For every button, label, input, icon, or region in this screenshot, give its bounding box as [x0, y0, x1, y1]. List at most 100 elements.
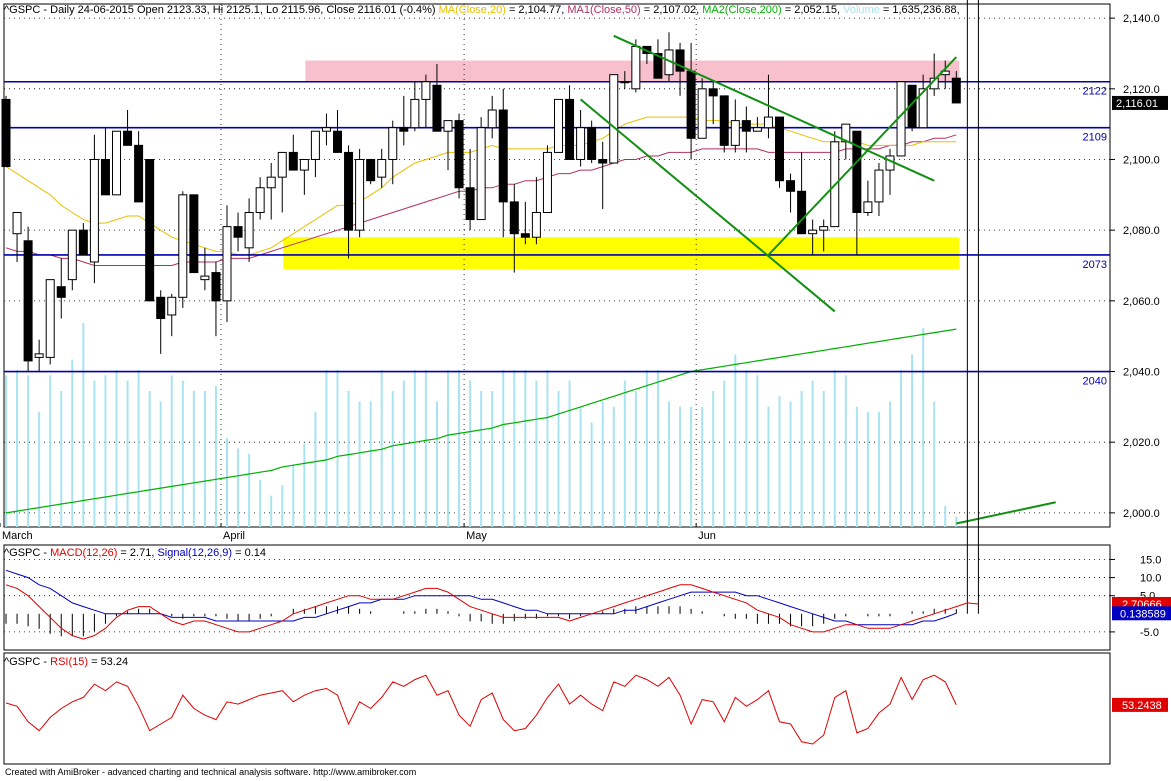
- candle-up: [112, 130, 121, 196]
- volume-bar: [435, 401, 438, 527]
- volume-bar: [668, 401, 670, 527]
- trendline: [956, 501, 1056, 525]
- macd-legend-value: = 2.71,: [117, 547, 157, 559]
- candle-down: [366, 158, 376, 182]
- price-tick-label: 2,060.0: [1123, 296, 1160, 308]
- macd-legend-label: MACD(12,26): [50, 547, 117, 559]
- volume-bar: [391, 391, 394, 527]
- volume-bar: [93, 380, 96, 527]
- candle-down: [675, 49, 685, 72]
- volume-bar: [192, 391, 195, 527]
- price-tick-label: 2,000.0: [1123, 508, 1160, 520]
- candle-up: [476, 127, 486, 221]
- price-tick-label: 2,100.0: [1123, 154, 1160, 166]
- candle-down: [951, 77, 961, 104]
- candle-down: [775, 116, 784, 182]
- month-label: Jun: [698, 530, 716, 542]
- volume-bar: [524, 370, 527, 527]
- macd-tick-label: 15.0: [1140, 554, 1161, 566]
- price-tick-label: 2,040.0: [1123, 367, 1160, 379]
- candle-up: [443, 120, 453, 132]
- candle-up: [255, 187, 265, 213]
- trendline: [613, 34, 935, 182]
- candle-up: [89, 158, 99, 263]
- price-header: ^GSPC - Daily 24-06-2015 Open 2123.33, H…: [4, 4, 960, 16]
- volume-bar: [159, 401, 162, 527]
- volume-bar: [181, 380, 184, 527]
- volume-bar: [259, 479, 262, 527]
- candle-up: [299, 158, 309, 171]
- candle-down: [852, 130, 862, 213]
- volume-legend-label: Volume: [843, 4, 880, 16]
- rsi-pane: 53.2438: [3, 652, 1168, 765]
- header-ohlc: - Daily 24-06-2015 Open 2123.33, Hi 2125…: [40, 4, 438, 16]
- candle-up: [819, 226, 829, 231]
- candle-down: [719, 95, 729, 146]
- volume-bar: [712, 391, 715, 527]
- candle-down: [134, 144, 144, 203]
- level-label: 2040: [1083, 376, 1107, 388]
- volume-bar: [424, 370, 427, 527]
- volume-bar: [734, 354, 737, 527]
- candle-up: [609, 74, 619, 164]
- signal-line: [5, 569, 957, 626]
- candle-up: [310, 130, 320, 160]
- candle-up: [697, 88, 707, 139]
- volume-bar: [270, 495, 273, 527]
- price-tick-label: 2,140.0: [1123, 13, 1160, 25]
- level-label: 2109: [1083, 132, 1107, 144]
- candle-up: [576, 127, 586, 160]
- volume-bar: [292, 464, 295, 527]
- rsi-value-label: 53.2438: [1122, 700, 1162, 712]
- candle-up: [874, 169, 884, 203]
- volume-bar: [656, 370, 659, 527]
- volume-bar: [336, 370, 339, 527]
- volume-bar: [71, 359, 74, 527]
- candle-up: [620, 81, 630, 84]
- ma2-legend-label: MA2(Close,200): [702, 4, 781, 16]
- volume-bar: [170, 375, 173, 527]
- trendline: [767, 56, 958, 256]
- volume-bar: [546, 370, 549, 527]
- candle-up: [377, 158, 387, 178]
- volume-bar: [203, 391, 206, 527]
- candle-down: [587, 127, 597, 160]
- volume-bar: [226, 438, 228, 527]
- candle-down: [100, 158, 110, 196]
- macd-tick-label: -5.0: [1140, 627, 1159, 639]
- candle-up: [752, 127, 762, 132]
- candle-down: [454, 120, 464, 189]
- volume-bar: [49, 375, 52, 527]
- volume-bar: [358, 401, 361, 527]
- candle-up: [487, 109, 497, 129]
- signal-legend-value: = 0.14: [232, 547, 266, 559]
- candle-down: [145, 158, 155, 302]
- volume-bar: [612, 406, 615, 527]
- candle-down: [708, 88, 718, 97]
- trendline: [579, 98, 836, 313]
- macd-header: ^GSPC - MACD(12,26) = 2.71, Signal(12,26…: [4, 547, 266, 559]
- candle-up: [808, 229, 818, 235]
- volume-bar: [866, 411, 869, 527]
- candle-up: [554, 98, 563, 153]
- volume-bar: [60, 391, 63, 527]
- volume-bar: [679, 406, 682, 527]
- candle-up: [863, 201, 873, 213]
- volume-bar: [314, 411, 317, 527]
- price-tick-label: 2,080.0: [1123, 225, 1160, 237]
- rsi-value-tag: [1112, 697, 1168, 712]
- candle-up: [763, 116, 773, 129]
- candle-down: [509, 201, 519, 235]
- candle-down: [56, 286, 66, 298]
- volume-bar: [214, 385, 217, 527]
- candle-up: [222, 226, 232, 302]
- candle-up: [410, 98, 420, 129]
- signal-legend-label: Signal(12,26,9): [157, 547, 232, 559]
- header-symbol: ^GSPC: [4, 4, 40, 16]
- volume-bar: [369, 401, 372, 527]
- last-price-tag: [1112, 95, 1168, 110]
- candle-up: [277, 151, 287, 178]
- volume-bar: [601, 401, 604, 527]
- volume-bar: [469, 380, 472, 527]
- volume-bar: [281, 485, 284, 527]
